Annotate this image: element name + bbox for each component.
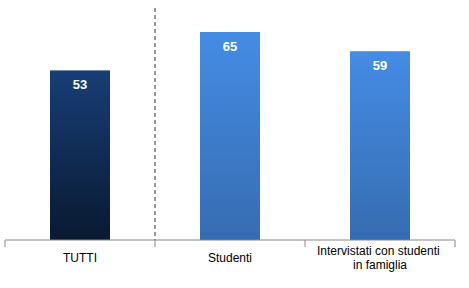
category-label: TUTTI — [63, 251, 97, 265]
x-axis — [5, 240, 455, 241]
bar — [50, 70, 110, 240]
category-label: Intervistati con studenti in famiglia — [317, 244, 443, 272]
chart-container: 53 TUTTI 65 Studenti 59 Intervistati con stud… — [0, 0, 469, 288]
category-label: Studenti — [208, 251, 252, 265]
bar — [200, 32, 260, 240]
separator — [155, 8, 156, 240]
x-tick — [305, 240, 306, 247]
x-tick — [455, 240, 456, 247]
x-tick — [5, 240, 6, 247]
x-tick — [155, 240, 156, 247]
data-label: 65 — [223, 39, 237, 54]
bar — [350, 51, 410, 240]
labels: 53 TUTTI 65 Studenti 59 Intervistati con stud… — [63, 39, 443, 272]
bars — [50, 32, 410, 240]
chart-svg: 53 TUTTI 65 Studenti 59 Intervistati con stud… — [0, 0, 469, 288]
data-label: 59 — [373, 58, 387, 73]
data-label: 53 — [73, 77, 87, 92]
